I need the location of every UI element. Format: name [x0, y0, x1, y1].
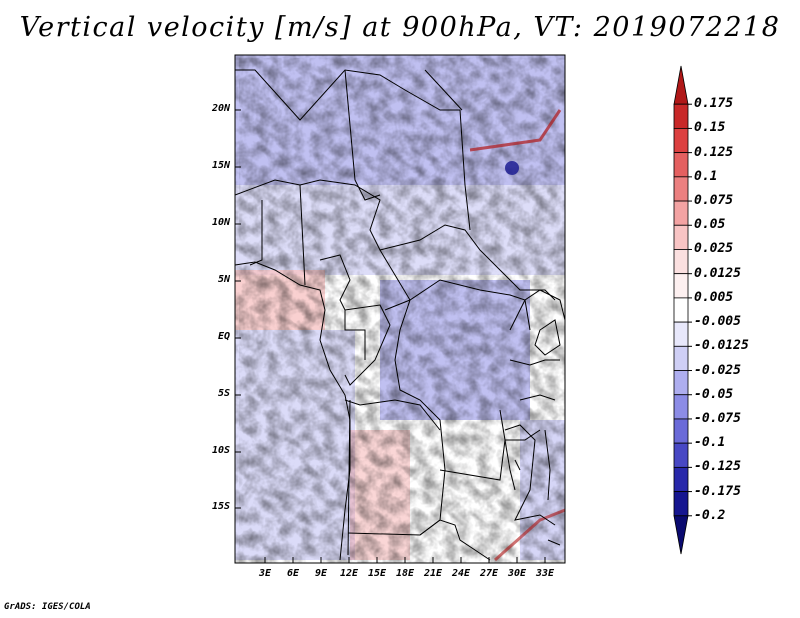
colorbar-label: -0.005: [694, 314, 741, 330]
plot-title: Vertical velocity [m/s] at 900hPa, VT: 2…: [19, 12, 781, 43]
country-borders: [235, 69, 565, 561]
colorbar-segment: [673, 466, 689, 492]
colorbar-label: -0.025: [694, 362, 741, 378]
lat-label: EQ: [217, 331, 230, 342]
colorbar-segment: [673, 249, 689, 275]
colorbar: [673, 65, 692, 555]
lat-label: 15S: [211, 501, 230, 512]
colorbar-segment: [673, 128, 689, 154]
colorbar-label: 0.175: [694, 96, 734, 112]
lon-label: 9E: [314, 568, 328, 579]
colorbar-segment: [673, 345, 689, 371]
lon-label: 27E: [479, 568, 499, 579]
lon-label: 21E: [423, 568, 443, 579]
colorbar-label: 0.0125: [694, 265, 741, 281]
lat-label: 20N: [211, 103, 230, 114]
colorbar-segment: [673, 152, 689, 178]
colorbar-segment: [673, 442, 689, 468]
colorbar-segment: [673, 65, 689, 105]
lon-label: 30E: [507, 568, 527, 579]
colorbar-segment: [673, 370, 689, 396]
colorbar-segment: [673, 321, 689, 347]
colorbar-segment: [673, 273, 689, 299]
colorbar-label: 0.05: [694, 217, 726, 233]
lat-ticks: [235, 109, 241, 509]
colorbar-segment: [673, 515, 689, 555]
lon-label: 15E: [367, 568, 387, 579]
lon-label: 3E: [258, 568, 272, 579]
colorbar-segment: [673, 394, 689, 420]
colorbar-segment: [673, 176, 689, 202]
colorbar-segment: [673, 224, 689, 250]
colorbar-segment: [673, 418, 689, 444]
colorbar-label: 0.15: [694, 120, 726, 136]
colorbar-label: -0.0125: [694, 338, 749, 354]
lon-label: 6E: [286, 568, 300, 579]
colorbar-label: 0.005: [694, 289, 734, 305]
lat-label: 5N: [217, 274, 230, 285]
colorbar-segment: [673, 200, 689, 226]
lat-label: 10S: [211, 445, 230, 456]
colorbar-label: 0.075: [694, 193, 734, 209]
footer-credit: GrADS: IGES/COLA: [4, 602, 91, 612]
colorbar-label: 0.1: [694, 168, 718, 184]
lon-ticks: [264, 557, 546, 563]
colorbar-segment: [673, 297, 689, 323]
lon-label: 18E: [395, 568, 415, 579]
colorbar-segment: [673, 491, 689, 517]
colorbar-segment: [673, 103, 689, 129]
lon-label: 12E: [339, 568, 359, 579]
lat-label: 10N: [211, 217, 230, 228]
lon-label: 24E: [451, 568, 471, 579]
colorbar-label: -0.05: [694, 386, 734, 402]
map-frame: [234, 54, 566, 564]
colorbar-label: -0.175: [694, 483, 741, 499]
colorbar-label: 0.125: [694, 144, 734, 160]
velocity-field: [235, 55, 565, 563]
colorbar-label: -0.125: [694, 459, 741, 475]
colorbar-label: 0.025: [694, 241, 734, 257]
colorbar-label: -0.2: [694, 507, 726, 523]
colorbar-label: -0.075: [694, 410, 741, 426]
colorbar-label: -0.1: [694, 435, 726, 451]
lat-label: 5S: [217, 388, 230, 399]
lat-label: 15N: [211, 160, 230, 171]
lon-label: 33E: [535, 568, 555, 579]
